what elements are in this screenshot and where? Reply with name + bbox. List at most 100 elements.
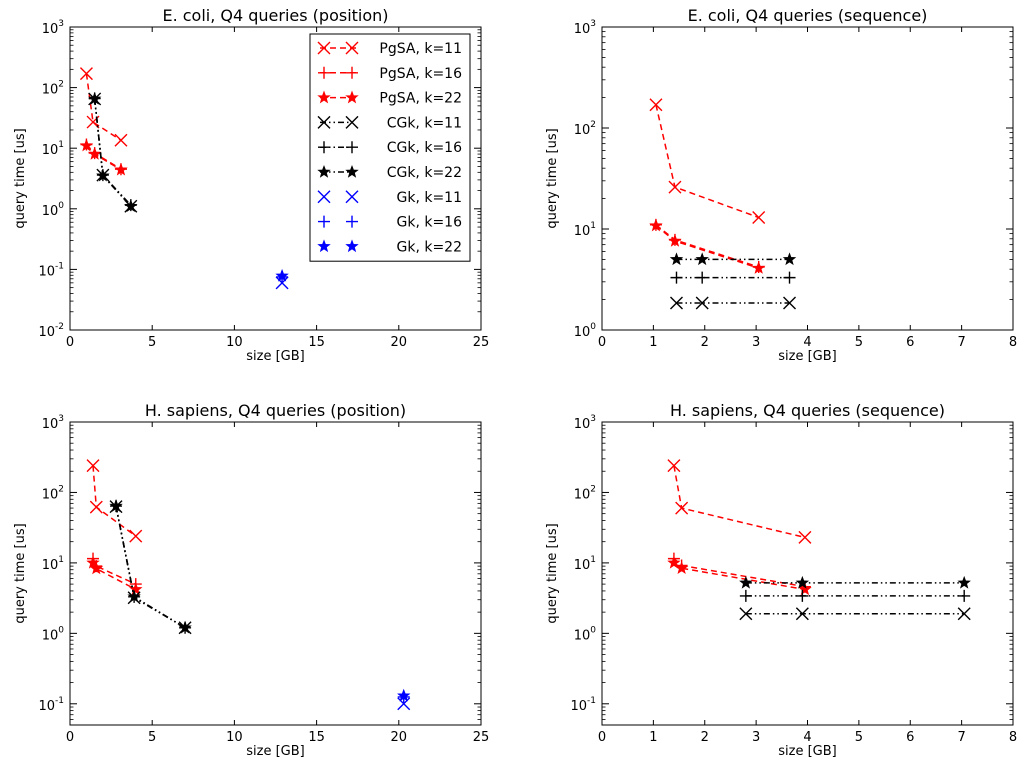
x-tick-label: 15	[308, 335, 325, 350]
marker-x	[317, 41, 331, 55]
y-tick-label: 100	[42, 625, 65, 643]
chart-title: H. sapiens, Q4 queries (position)	[145, 401, 406, 420]
marker-star	[669, 252, 684, 266]
marker-x	[397, 697, 411, 711]
y-tick-base: 10	[574, 487, 591, 502]
x-tick-label: 6	[906, 335, 914, 350]
marker-star	[782, 252, 797, 266]
series-pgsa-k-11	[86, 459, 143, 543]
x-tick-label: 15	[308, 730, 325, 745]
chart-title: E. coli, Q4 queries (position)	[162, 6, 388, 25]
y-tick-base: 10	[574, 417, 591, 432]
y-tick-base: 10	[42, 558, 59, 573]
marker-star	[695, 252, 709, 266]
marker-star	[798, 582, 812, 596]
y-tick-base: 10	[42, 628, 59, 643]
marker-x	[129, 529, 143, 543]
legend-entry: Gk, k=16	[318, 215, 462, 231]
y-tick-label: 103	[42, 414, 64, 432]
y-axis-label: query time [us]	[13, 128, 28, 228]
y-tick-label: 102	[574, 120, 596, 138]
y-tick-base: 10	[38, 325, 55, 340]
y-tick-exponent: -2	[55, 322, 64, 332]
marker-star	[124, 199, 138, 213]
marker-x	[345, 41, 359, 55]
y-tick-exponent: 3	[58, 19, 64, 29]
y-tick-base: 10	[42, 204, 59, 219]
y-tick-label: 102	[42, 484, 64, 502]
marker-star	[345, 90, 359, 104]
y-tick-exponent: 0	[590, 625, 596, 635]
y-tick-exponent: 0	[58, 625, 64, 635]
plot-frame	[601, 421, 1014, 726]
y-tick-label: 100	[42, 201, 65, 219]
marker-star	[345, 164, 359, 178]
y-tick-exponent: 3	[590, 19, 596, 29]
marker-plus	[739, 589, 752, 602]
marker-x	[86, 459, 100, 473]
x-tick-label: 10	[226, 335, 243, 350]
y-tick-base: 10	[574, 22, 591, 37]
x-tick-label: 8	[1009, 730, 1017, 745]
y-tick-exponent: 1	[590, 221, 596, 231]
x-axis-label: size [GB]	[778, 349, 836, 364]
series-cgk-k-22	[739, 575, 971, 589]
y-tick-exponent: 1	[590, 555, 596, 565]
marker-star	[109, 499, 123, 512]
legend-label: PgSA, k=11	[379, 41, 462, 57]
marker-star	[127, 589, 141, 603]
x-tick-label: 5	[855, 335, 863, 350]
legend-label: Gk, k=16	[396, 215, 462, 231]
x-tick-label: 25	[473, 730, 490, 745]
y-tick-label: 10-1	[38, 696, 64, 714]
marker-x	[114, 133, 128, 147]
marker-x	[668, 180, 682, 194]
y-tick-base: 10	[42, 417, 59, 432]
y-tick-label: 10-2	[38, 322, 64, 340]
y-tick-exponent: 3	[590, 414, 596, 424]
marker-star	[96, 168, 110, 182]
y-tick-exponent: 1	[58, 140, 64, 150]
legend: PgSA, k=11 PgSA, k=16 PgSA, k=22 CGk, k=11 C…	[309, 33, 471, 262]
y-axis-label: query time [us]	[13, 523, 28, 623]
marker-star	[79, 138, 94, 152]
series-line	[85, 73, 122, 141]
x-tick-label: 10	[226, 730, 243, 745]
marker-star	[317, 90, 331, 104]
marker-plus	[783, 271, 796, 284]
marker-star	[89, 561, 104, 575]
marker-x	[739, 607, 753, 621]
marker-star	[178, 620, 192, 634]
chart-title: E. coli, Q4 queries (sequence)	[688, 6, 928, 25]
legend-label: Gk, k=22	[396, 239, 462, 255]
x-tick-label: 3	[752, 730, 760, 745]
marker-star	[795, 575, 810, 589]
x-tick-label: 0	[598, 335, 606, 350]
legend-label: CGk, k=22	[387, 165, 462, 181]
legend-entry: Gk, k=11	[317, 190, 462, 206]
x-tick-label: 0	[66, 335, 74, 350]
marker-x	[795, 607, 809, 621]
marker-x	[752, 210, 766, 224]
marker-star	[275, 268, 289, 282]
marker-plus	[958, 589, 971, 602]
x-tick-label: 3	[752, 335, 760, 350]
x-tick-label: 2	[701, 335, 709, 350]
marker-x	[345, 115, 359, 129]
series-cgk-k-22	[87, 91, 138, 213]
marker-plus	[318, 141, 330, 154]
y-tick-base: 10	[42, 143, 59, 158]
series-cgk-k-22	[669, 252, 797, 266]
y-tick-label: 102	[42, 80, 64, 98]
marker-star	[668, 233, 682, 247]
x-axis-label: size [GB]	[246, 744, 304, 759]
series-pgsa-k-22	[667, 555, 812, 596]
series-pgsa-k-11	[649, 98, 766, 224]
y-tick-base: 10	[574, 628, 591, 643]
legend-box	[309, 33, 471, 262]
legend-label: Gk, k=11	[396, 190, 462, 206]
y-tick-label: 101	[42, 140, 64, 158]
y-tick-base: 10	[42, 487, 59, 502]
